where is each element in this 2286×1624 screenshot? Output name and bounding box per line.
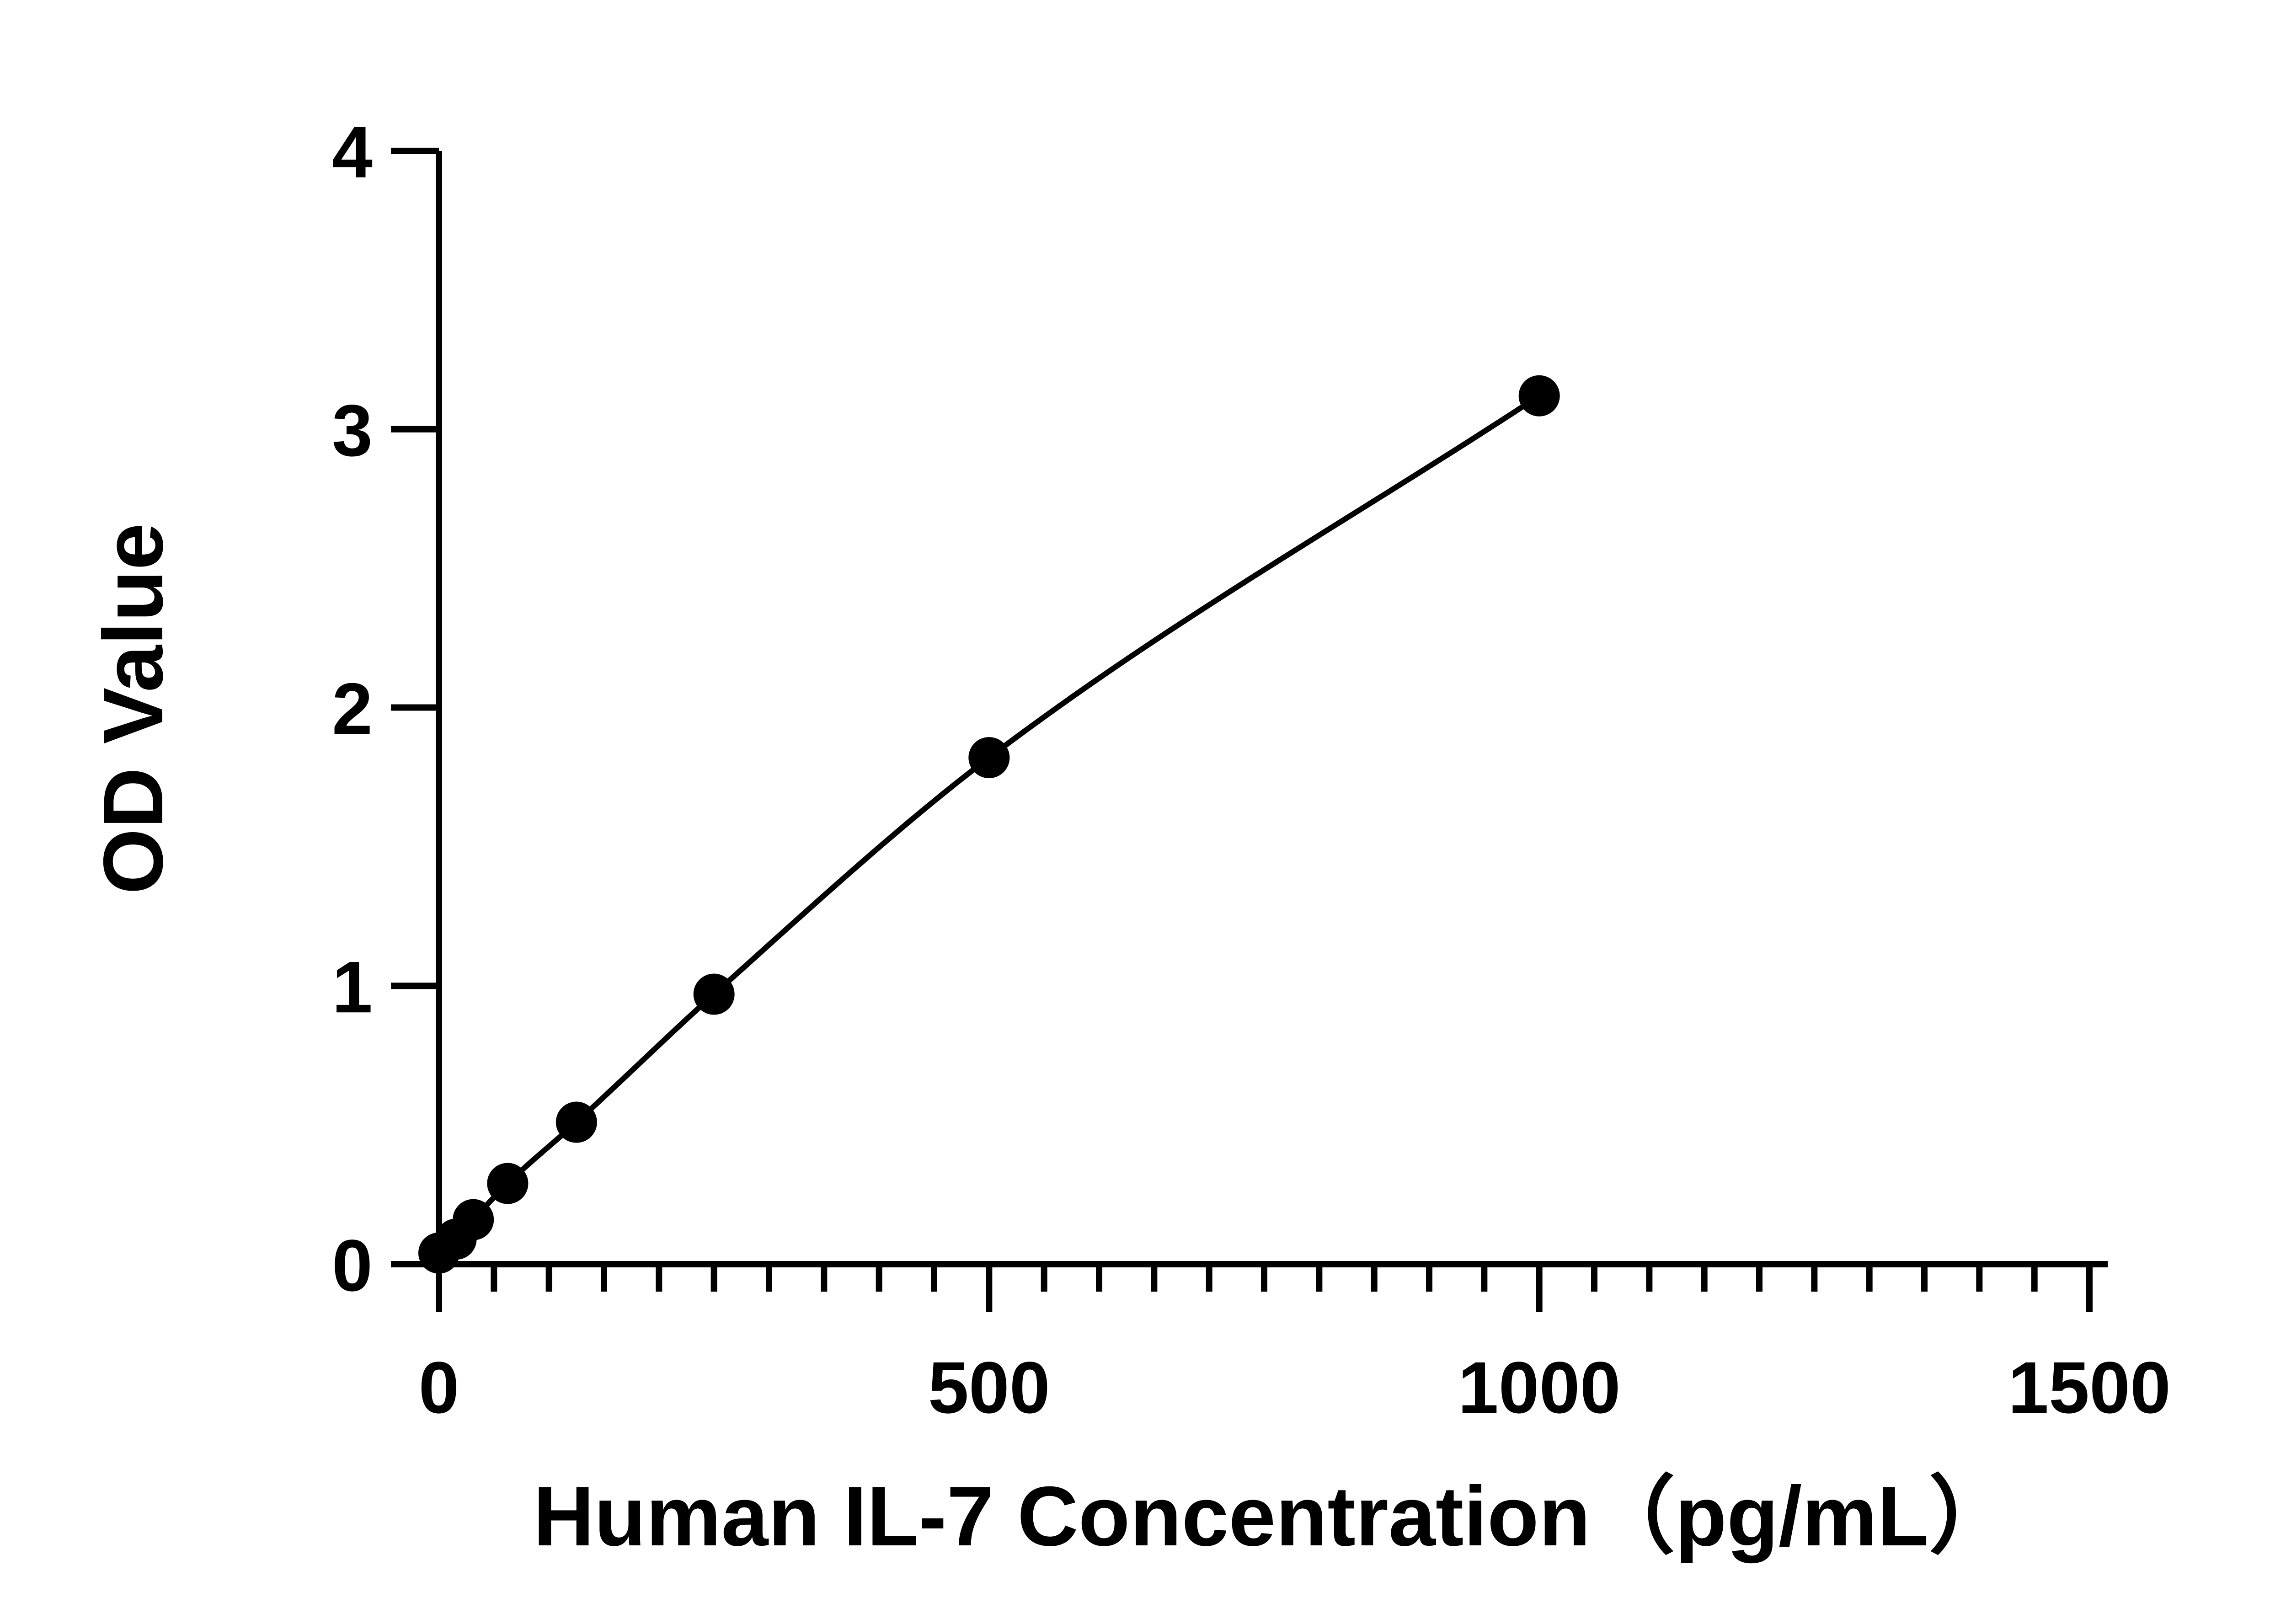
x-ticks: 0 500 1000 1500 xyxy=(419,1264,2171,1428)
data-point xyxy=(487,1163,529,1204)
x-axis: 0 500 1000 1500 xyxy=(391,1261,2171,1428)
x-tick-label: 0 xyxy=(419,1346,459,1428)
y-tick-label: 3 xyxy=(332,390,373,471)
y-ticks: 0 1 2 3 4 xyxy=(332,111,439,1306)
data-point xyxy=(1518,375,1560,417)
y-tick-label: 4 xyxy=(332,111,373,193)
data-point xyxy=(555,1101,597,1143)
x-tick-label: 1500 xyxy=(2008,1346,2171,1428)
y-axis: 0 1 2 3 4 xyxy=(332,111,442,1306)
y-tick-label: 0 xyxy=(332,1224,373,1306)
x-tick-label: 1000 xyxy=(1458,1346,1621,1428)
fit-curve xyxy=(436,393,1542,1256)
y-tick-label: 2 xyxy=(332,668,373,750)
data-point xyxy=(453,1199,494,1240)
x-tick-label: 500 xyxy=(928,1346,1050,1428)
data-point xyxy=(968,737,1010,779)
x-axis-title: Human IL-7 Concentration（pg/mL） xyxy=(533,1469,2014,1564)
y-axis-title: OD Value xyxy=(86,523,181,894)
data-point xyxy=(693,973,735,1015)
data-points xyxy=(418,375,1560,1274)
y-tick-label: 1 xyxy=(332,946,373,1028)
